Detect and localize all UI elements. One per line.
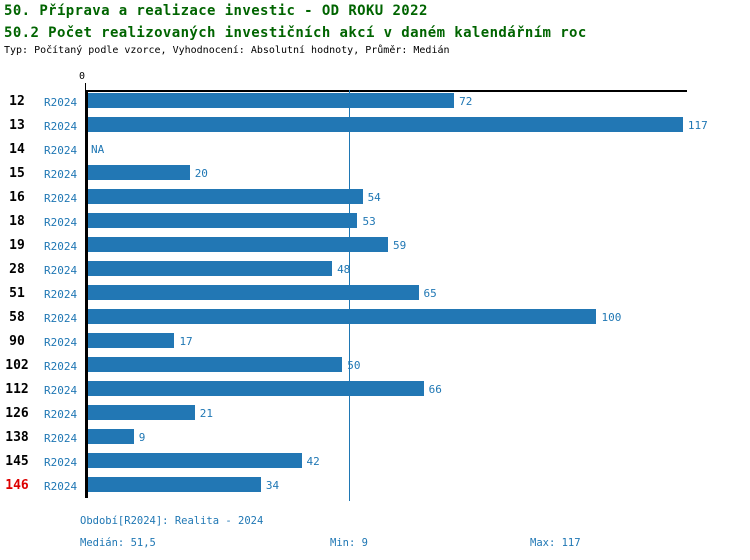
row-series-label: R2024 bbox=[44, 216, 78, 229]
row-value-label: 9 bbox=[138, 431, 146, 444]
row-series-label: R2024 bbox=[44, 192, 78, 205]
chart-row: 126 R2024 21 bbox=[0, 402, 750, 426]
row-value-label: 59 bbox=[393, 239, 407, 252]
chart-row: 28 R2024 48 bbox=[0, 258, 750, 282]
row-value-label: 65 bbox=[423, 287, 437, 300]
row-category-label: 16 bbox=[9, 190, 25, 205]
row-bar bbox=[88, 381, 424, 396]
row-category-label: 51 bbox=[9, 286, 25, 301]
row-series-label: R2024 bbox=[44, 408, 78, 421]
row-category-label: 102 bbox=[5, 358, 29, 373]
row-value-label: 42 bbox=[306, 455, 320, 468]
row-value-label: 21 bbox=[199, 407, 214, 420]
row-value-label: 17 bbox=[179, 335, 193, 348]
row-bar bbox=[88, 309, 597, 324]
row-bar bbox=[88, 453, 302, 468]
row-series-label: R2024 bbox=[44, 264, 78, 277]
row-bar bbox=[88, 117, 683, 132]
chart-row: 138 R2024 9 bbox=[0, 426, 750, 450]
row-series-label: R2024 bbox=[44, 120, 78, 133]
row-bar bbox=[88, 165, 190, 180]
row-category-label: 15 bbox=[9, 166, 25, 181]
chart-row: 16 R2024 54 bbox=[0, 186, 750, 210]
row-value-label: 50 bbox=[347, 359, 361, 372]
chart-row: 146 R2024 34 bbox=[0, 474, 750, 498]
row-value-label: 34 bbox=[265, 479, 280, 492]
chart-row: 112 R2024 66 bbox=[0, 378, 750, 402]
row-series-label: R2024 bbox=[44, 384, 78, 397]
row-series-label: R2024 bbox=[44, 240, 78, 253]
row-value-label: 48 bbox=[337, 263, 351, 276]
footer-median-label: Medián: 51,5 bbox=[80, 537, 156, 549]
chart-row: 90 R2024 17 bbox=[0, 330, 750, 354]
row-category-label: 13 bbox=[9, 118, 25, 133]
row-category-label: 28 bbox=[9, 262, 25, 277]
row-bar bbox=[88, 93, 455, 108]
row-category-label: 146 bbox=[5, 478, 29, 493]
row-category-label: 14 bbox=[9, 142, 25, 157]
chart-title: 50.2 Počet realizovaných investičních ak… bbox=[4, 25, 587, 41]
row-category-label: 58 bbox=[9, 310, 25, 325]
row-value-label: 117 bbox=[687, 119, 708, 132]
page-title: 50. Příprava a realizace investic - OD R… bbox=[4, 3, 428, 19]
row-bar bbox=[88, 333, 175, 348]
x-axis-zero-tick bbox=[85, 83, 86, 90]
row-category-label: 90 bbox=[9, 334, 25, 349]
row-bar bbox=[88, 477, 261, 492]
row-series-label: R2024 bbox=[44, 432, 78, 445]
footer-min-label: Min: 9 bbox=[330, 537, 368, 549]
row-series-label: R2024 bbox=[44, 288, 78, 301]
row-bar bbox=[88, 237, 388, 252]
row-value-label: 72 bbox=[459, 95, 473, 108]
row-category-label: 18 bbox=[9, 214, 25, 229]
chart-row: 15 R2024 20 bbox=[0, 162, 750, 186]
row-na-label: NA bbox=[91, 143, 105, 156]
row-category-label: 112 bbox=[5, 382, 29, 397]
row-series-label: R2024 bbox=[44, 312, 78, 325]
row-bar bbox=[88, 357, 343, 372]
row-category-label: 138 bbox=[5, 430, 29, 445]
row-series-label: R2024 bbox=[44, 456, 78, 469]
row-bar bbox=[88, 429, 134, 444]
row-value-label: 20 bbox=[194, 167, 208, 180]
chart-row: 145 R2024 42 bbox=[0, 450, 750, 474]
row-series-label: R2024 bbox=[44, 336, 78, 349]
chart-row: 102 R2024 50 bbox=[0, 354, 750, 378]
footer-max-label: Max: 117 bbox=[530, 537, 581, 549]
row-category-label: 126 bbox=[5, 406, 29, 421]
row-value-label: 66 bbox=[428, 383, 442, 396]
row-series-label: R2024 bbox=[44, 96, 78, 109]
footer-period-label: Období[R2024]: Realita - 2024 bbox=[80, 515, 264, 527]
row-bar bbox=[88, 189, 363, 204]
x-axis-line bbox=[85, 90, 687, 92]
x-axis-zero-label: 0 bbox=[78, 71, 86, 82]
chart-subtitle: Typ: Počítaný podle vzorce, Vyhodnocení:… bbox=[4, 45, 450, 56]
row-category-label: 145 bbox=[5, 454, 29, 469]
row-bar bbox=[88, 405, 195, 420]
row-series-label: R2024 bbox=[44, 168, 78, 181]
chart-row: 13 R2024 117 bbox=[0, 114, 750, 138]
row-value-label: 100 bbox=[601, 311, 622, 324]
row-series-label: R2024 bbox=[44, 144, 78, 157]
row-value-label: 54 bbox=[367, 191, 381, 204]
y-axis-line bbox=[85, 90, 88, 498]
bar-chart-plot-area: 0 12 R2024 72 13 R2024 117 14 R2024 NA 15 R2024 20 1… bbox=[0, 71, 750, 505]
row-series-label: R2024 bbox=[44, 360, 78, 373]
row-category-label: 19 bbox=[9, 238, 25, 253]
row-series-label: R2024 bbox=[44, 480, 78, 493]
chart-row: 58 R2024 100 bbox=[0, 306, 750, 330]
row-category-label: 12 bbox=[9, 94, 25, 109]
row-value-label: 53 bbox=[362, 215, 376, 228]
chart-row: 18 R2024 53 bbox=[0, 210, 750, 234]
row-bar bbox=[88, 285, 419, 300]
chart-row: 12 R2024 72 bbox=[0, 90, 750, 114]
row-bar bbox=[88, 213, 358, 228]
row-bar bbox=[88, 261, 333, 276]
chart-row: 14 R2024 NA bbox=[0, 138, 750, 162]
chart-row: 19 R2024 59 bbox=[0, 234, 750, 258]
chart-row: 51 R2024 65 bbox=[0, 282, 750, 306]
